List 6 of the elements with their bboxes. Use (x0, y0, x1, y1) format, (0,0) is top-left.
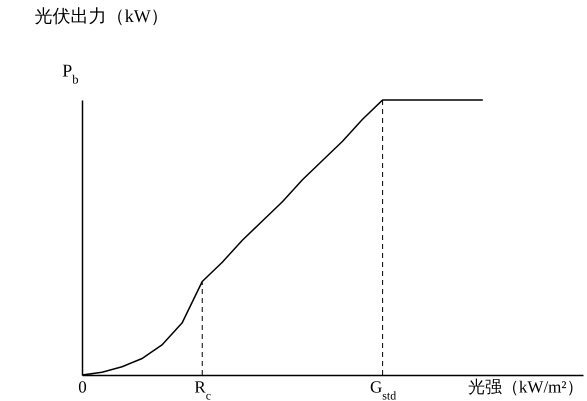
y-axis-title: P$_{b}$ (62, 60, 78, 86)
chart-title: 光伏出力（kW） (34, 6, 169, 26)
x-tick-label: G$_{std}$ (370, 378, 396, 401)
x-tick-label: R$_{c}$ (194, 378, 212, 401)
x-tick-label: 0 (78, 378, 87, 396)
x-axis-title: 光强（kW/m²） (468, 378, 584, 396)
